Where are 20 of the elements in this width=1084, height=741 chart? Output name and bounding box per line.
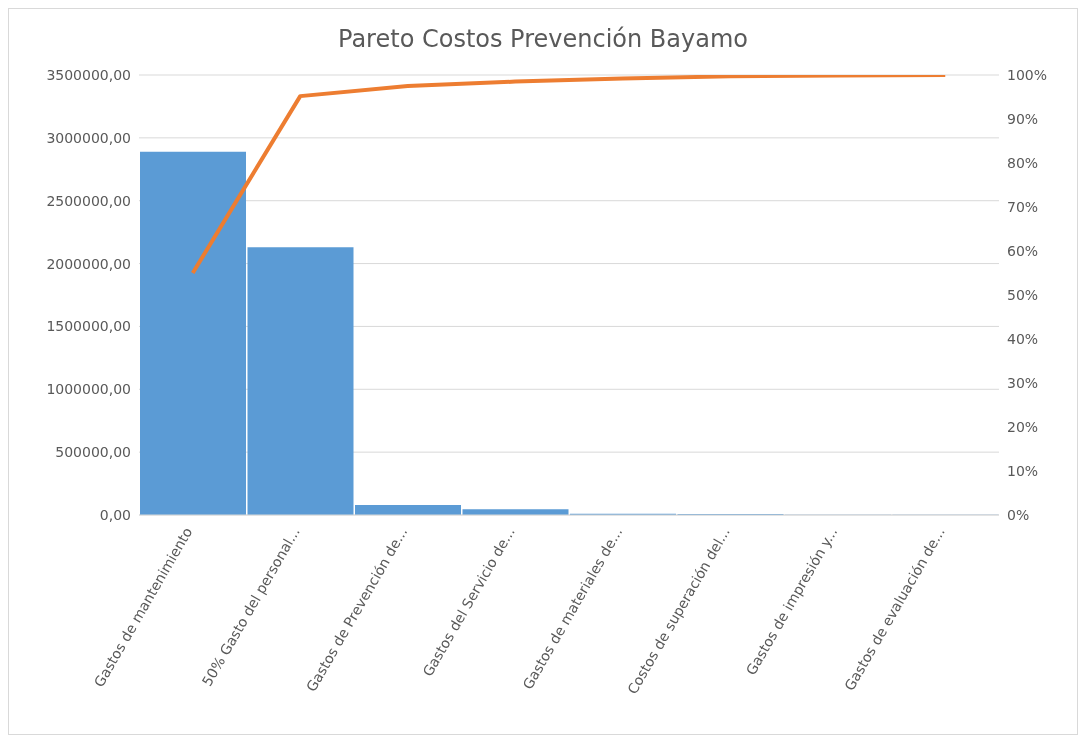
y2-tick-label: 10%: [1007, 462, 1039, 479]
y-tick-label: 2500000,00: [46, 192, 131, 209]
y2-tick-label: 20%: [1007, 418, 1039, 435]
y-tick-label: 3500000,00: [46, 66, 131, 83]
y-tick-label: 500000,00: [55, 444, 131, 461]
y2-tick-label: 90%: [1007, 110, 1039, 127]
y2-tick-label: 60%: [1007, 242, 1039, 259]
y-tick-label: 0,00: [99, 506, 131, 523]
y-tick-label: 3000000,00: [46, 129, 131, 146]
y2-tick-label: 30%: [1007, 374, 1039, 391]
y2-tick-label: 50%: [1007, 286, 1039, 303]
y2-tick-label: 40%: [1007, 330, 1039, 347]
y2-tick-label: 80%: [1007, 154, 1039, 171]
y2-tick-label: 70%: [1007, 198, 1039, 215]
y2-tick-label: 100%: [1007, 66, 1048, 83]
y-tick-label: 2000000,00: [46, 255, 131, 272]
chart-title: Pareto Costos Prevención Bayamo: [337, 24, 749, 55]
y2-tick-label: 0%: [1007, 506, 1030, 523]
y-tick-label: 1500000,00: [46, 318, 131, 335]
y-tick-label: 1000000,00: [46, 381, 131, 398]
